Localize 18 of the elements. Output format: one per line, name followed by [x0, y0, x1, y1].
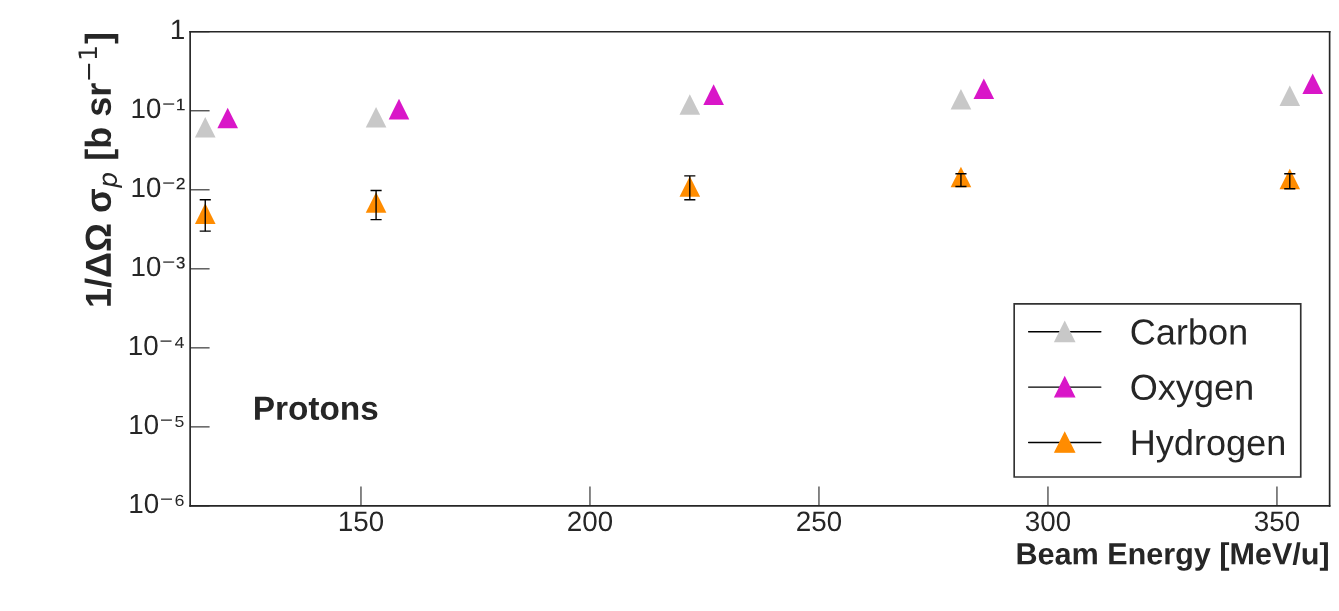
annotation: Protons: [255, 396, 378, 421]
y-tick-label: 10⁻⁴: [129, 335, 184, 356]
y-tick-label: 10⁻¹: [132, 98, 185, 119]
x-axis-title: Beam Energy [MeV/u]: [1017, 542, 1328, 571]
x-tick-label: 150: [339, 511, 384, 532]
y-tick-label: 1: [171, 19, 184, 39]
legend-label: Carbon: [1131, 318, 1246, 345]
y-tick-label: 10⁻³: [132, 256, 185, 277]
x-tick-label: 200: [568, 511, 613, 532]
x-tick-label: 350: [1254, 511, 1300, 532]
x-tick-label: 250: [797, 511, 842, 532]
y-axis-title: 1/ΔΩ σ$_{p}$ [b sr$^{−1}$]: [78, 34, 122, 306]
legend-label: Oxygen: [1131, 374, 1252, 408]
y-tick-label: 10⁻²: [132, 177, 185, 198]
y-tick-label: 10⁻⁵: [130, 414, 184, 435]
y-tick-label: 10⁻⁶: [130, 493, 184, 514]
x-tick-label: 300: [1025, 511, 1071, 532]
legend-label: Hydrogen: [1132, 428, 1284, 463]
